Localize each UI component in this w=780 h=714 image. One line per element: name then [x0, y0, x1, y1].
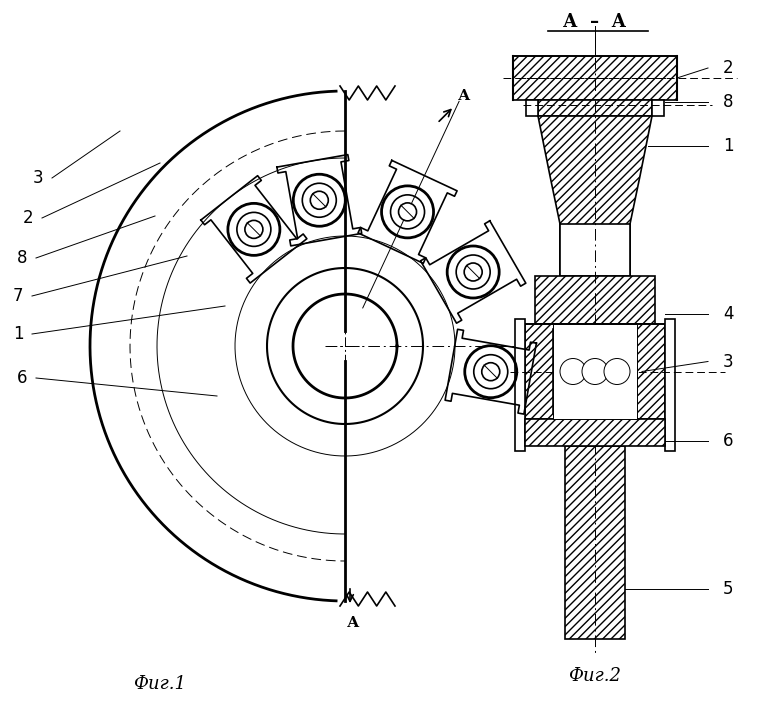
Circle shape — [310, 191, 328, 209]
Text: А: А — [458, 89, 470, 104]
Circle shape — [582, 358, 608, 385]
Text: А: А — [347, 616, 359, 630]
Text: 8: 8 — [16, 249, 27, 267]
Bar — [560, 224, 630, 276]
Bar — [553, 324, 637, 419]
Text: Фиг.1: Фиг.1 — [133, 675, 186, 693]
Circle shape — [560, 358, 586, 385]
Text: 4: 4 — [723, 305, 733, 323]
Bar — [515, 319, 525, 451]
Bar — [652, 100, 664, 116]
Text: 3: 3 — [33, 169, 44, 187]
Bar — [513, 56, 677, 100]
Bar — [553, 329, 637, 414]
Text: 5: 5 — [723, 580, 733, 598]
Text: 2: 2 — [723, 59, 733, 77]
Bar — [525, 324, 665, 419]
Polygon shape — [535, 276, 655, 324]
Circle shape — [399, 203, 417, 221]
Text: 2: 2 — [23, 209, 34, 227]
Text: 6: 6 — [16, 369, 27, 387]
Text: 7: 7 — [12, 287, 23, 305]
Circle shape — [482, 363, 500, 381]
Text: 3: 3 — [723, 353, 733, 371]
Bar — [538, 100, 652, 116]
Polygon shape — [538, 116, 652, 276]
Text: 1: 1 — [12, 325, 23, 343]
Text: 1: 1 — [723, 137, 733, 155]
Bar — [565, 446, 625, 639]
Circle shape — [604, 358, 630, 385]
Text: А  –  А: А – А — [563, 13, 626, 31]
Text: 6: 6 — [723, 432, 733, 450]
Text: Фиг.2: Фиг.2 — [569, 667, 622, 685]
Bar — [665, 319, 675, 451]
Bar — [525, 419, 665, 446]
Circle shape — [245, 221, 263, 238]
Text: 8: 8 — [723, 93, 733, 111]
Bar — [526, 100, 538, 116]
Circle shape — [464, 263, 482, 281]
